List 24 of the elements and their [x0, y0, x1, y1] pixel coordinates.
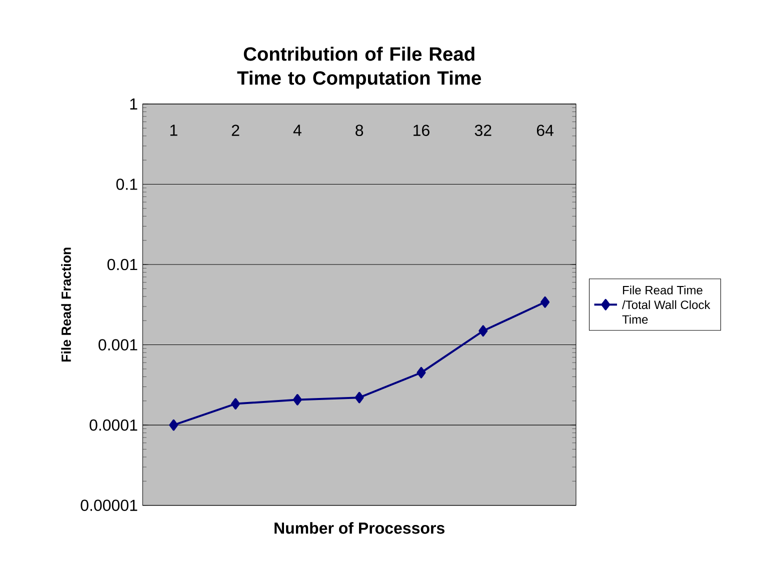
y-tick-label: 0.001 — [98, 339, 138, 350]
y-axis-title: File Read Fraction — [61, 248, 71, 362]
point — [416, 366, 426, 378]
y-tick-label: 0.1 — [116, 178, 138, 190]
x-tick-label: 64 — [536, 124, 554, 136]
point — [292, 394, 302, 406]
x-tick-label: 16 — [414, 124, 430, 136]
y-tick-label: 1 — [130, 98, 138, 110]
point — [478, 325, 488, 337]
point — [231, 398, 240, 410]
legend-label: File Read Time /Total Wall Clock Time — [622, 286, 710, 324]
y-tick-label: 0.0001 — [90, 419, 138, 431]
point — [354, 392, 364, 404]
point — [169, 419, 178, 431]
x-tick-label: 4 — [293, 124, 302, 136]
x-tick-label: 32 — [474, 124, 492, 136]
y-tick-label: 0.01 — [107, 258, 138, 270]
chart-title: Contribution of File Read Time to Computation Time — [237, 46, 481, 89]
point — [540, 296, 550, 308]
x-tick-label: 1 — [170, 124, 178, 136]
x-axis-title: Number of Processors — [274, 522, 444, 534]
x-tick-label: 2 — [232, 124, 240, 136]
y-tick-label: 0.00001 — [80, 500, 138, 511]
x-tick-label: 8 — [356, 124, 364, 136]
